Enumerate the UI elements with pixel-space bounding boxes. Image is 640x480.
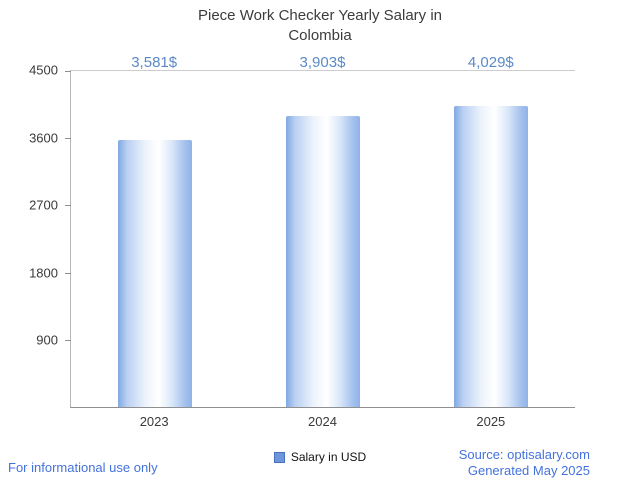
disclaimer-text: For informational use only	[8, 460, 158, 475]
y-axis-labels: 4500 3600 2700 1800 900	[0, 63, 64, 408]
y-axis-tick-mark	[65, 205, 71, 207]
bar-value-label: 3,581$	[131, 53, 178, 71]
y-axis-tick-mark	[65, 138, 71, 140]
x-axis-tick-label: 2023	[139, 414, 169, 429]
y-axis-tick-label: 900	[36, 332, 58, 348]
source-text: Source: optisalary.com	[458, 447, 590, 462]
x-axis-tick-label: 2024	[308, 414, 337, 429]
legend: Salary in USD	[0, 450, 640, 464]
bar-value-label: 3,903$	[299, 53, 346, 71]
x-axis-tick-label: 2025	[476, 414, 506, 429]
y-axis-tick-mark	[65, 71, 71, 72]
y-axis-tick-label: 2700	[29, 197, 58, 213]
plot-area	[65, 70, 575, 408]
generated-text: Generated May 2025	[467, 463, 590, 479]
bar-value-labels: 3,581$ 3,903$ 4,029$	[70, 52, 575, 72]
y-axis-tick-mark	[65, 339, 71, 341]
y-axis-tick-label: 1800	[29, 265, 58, 281]
x-axis-labels: 2023 2024 2025	[70, 414, 575, 432]
y-axis-tick-mark	[65, 272, 71, 274]
chart-title: Piece Work Checker Yearly Salary in Colo…	[0, 6, 640, 45]
chart-title-text: Piece Work Checker Yearly Salary in Colo…	[198, 7, 442, 44]
y-axis-tick-label: 3600	[29, 130, 58, 146]
legend-swatch-icon	[273, 451, 285, 463]
legend-label: Salary in USD	[290, 450, 367, 464]
bar	[118, 139, 192, 407]
y-axis-tick-label: 4500	[29, 62, 58, 78]
bar	[454, 106, 528, 407]
source-info: Source: optisalary.com Generated May 202…	[459, 447, 590, 480]
bar	[286, 115, 360, 407]
bar-value-label: 4,029$	[467, 53, 514, 71]
